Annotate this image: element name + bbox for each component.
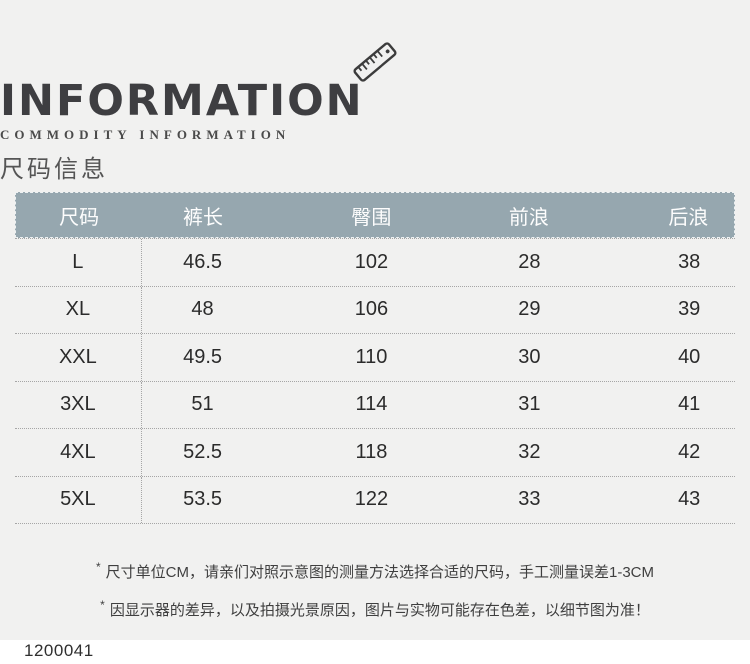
- value-cell: 32: [518, 440, 541, 463]
- value-cell: 28: [518, 250, 541, 273]
- value-cell: 42: [678, 440, 701, 463]
- value-cell: 46.5: [183, 250, 223, 273]
- column-header: 前浪: [508, 206, 549, 229]
- value-cell: 41: [678, 393, 701, 416]
- size-cell: L: [15, 239, 142, 286]
- size-cell: XXL: [15, 334, 142, 381]
- product-code: 1200041: [24, 641, 94, 660]
- value-cell: 122: [354, 488, 389, 511]
- value-cell: 33: [518, 488, 541, 511]
- value-cell: 51: [191, 393, 214, 416]
- column-header: 裤长: [183, 206, 224, 229]
- value-cell: 52.5: [183, 440, 223, 463]
- note-asterisk: *: [100, 598, 105, 612]
- table-header-row: 尺码 裤长 臀围 前浪 后浪: [15, 192, 735, 238]
- value-cell: 43: [678, 488, 701, 511]
- value-cell: 49.5: [183, 345, 223, 368]
- notes: * 尺寸单位CM，请亲们对照示意图的测量方法选择合适的尺码，手工测量误差1-3CM…: [0, 551, 750, 627]
- value-cell: 118: [355, 440, 388, 463]
- page-title: INFORMATION: [0, 76, 364, 126]
- table-row: 5XL 53.5 122 33 43: [15, 476, 735, 524]
- note-line: * 因显示器的差异，以及拍摄光景原因，图片与实物可能存在色差，以细节图为准！: [0, 589, 750, 627]
- table-row: L 46.5 102 28 38: [15, 239, 735, 287]
- footer-strip: 1200041: [0, 640, 750, 664]
- column-header: 后浪: [668, 206, 709, 229]
- value-cell: 38: [678, 250, 701, 273]
- table-row: XL 48 106 29 39: [15, 286, 735, 334]
- size-cell: 5XL: [15, 476, 142, 523]
- value-cell: 102: [354, 250, 389, 273]
- note-line: * 尺寸单位CM，请亲们对照示意图的测量方法选择合适的尺码，手工测量误差1-3CM: [0, 551, 750, 589]
- section-title-cn: 尺码信息: [0, 156, 108, 183]
- size-cell: 4XL: [15, 429, 142, 476]
- size-cell: 3XL: [15, 381, 142, 428]
- ruler-icon-wrap: [0, 36, 750, 93]
- value-cell: 48: [191, 298, 214, 321]
- column-header: 尺码: [59, 206, 100, 229]
- value-cell: 30: [518, 345, 541, 368]
- value-cell: 110: [355, 345, 388, 368]
- value-cell: 114: [355, 393, 388, 416]
- table-row: 3XL 51 114 31 41: [15, 381, 735, 429]
- value-cell: 53.5: [183, 488, 223, 511]
- value-cell: 40: [678, 345, 701, 368]
- note-text: 尺寸单位CM，请亲们对照示意图的测量方法选择合适的尺码，手工测量误差1-3CM: [105, 564, 654, 581]
- note-text: 因显示器的差异，以及拍摄光景原因，图片与实物可能存在色差，以细节图为准！: [109, 602, 650, 619]
- table-body: L 46.5 102 28 38 XL 48 106 29 39 XXL 49.5 110 30 40 3XL…: [15, 238, 735, 524]
- size-table: 尺码 裤长 臀围 前浪 后浪 L 46.5 102 28 38 XL 48 106 29 39 XXL 49.…: [15, 192, 735, 524]
- value-cell: 106: [354, 298, 389, 321]
- page-subtitle: COMMODITY INFORMATION: [0, 127, 291, 142]
- ruler-icon: [353, 42, 397, 82]
- value-cell: 39: [678, 298, 701, 321]
- note-asterisk: *: [95, 560, 101, 574]
- column-header: 臀围: [351, 206, 392, 229]
- value-cell: 29: [518, 298, 541, 321]
- size-cell: XL: [15, 286, 142, 333]
- table-row: XXL 49.5 110 30 40: [15, 334, 735, 382]
- table-row: 4XL 52.5 118 32 42: [15, 429, 735, 477]
- value-cell: 31: [518, 393, 541, 416]
